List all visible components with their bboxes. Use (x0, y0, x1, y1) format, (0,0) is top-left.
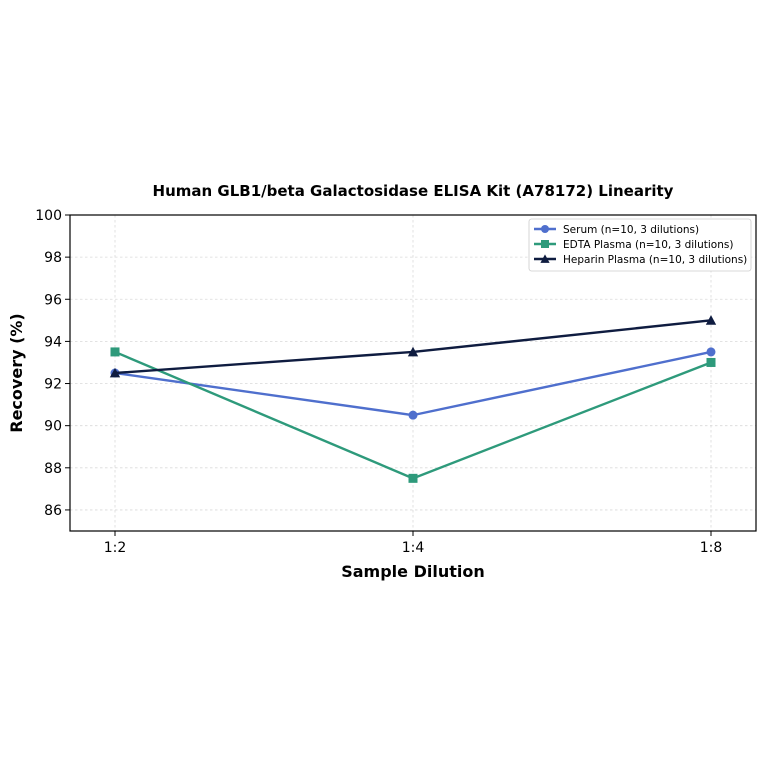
y-tick-label: 98 (44, 250, 62, 266)
chart-title: Human GLB1/beta Galactosidase ELISA Kit … (153, 182, 674, 200)
data-point (540, 254, 550, 263)
x-tick-label: 1:4 (402, 540, 425, 556)
y-tick-label: 94 (44, 334, 62, 350)
data-point (407, 346, 419, 357)
y-axis-label: Recovery (%) (7, 313, 26, 432)
data-point (110, 347, 120, 357)
legend: Serum (n=10, 3 dilutions) EDTA Plasma (n=… (528, 218, 752, 272)
data-point (541, 240, 549, 248)
x-tick-label: 1:8 (700, 540, 723, 556)
series-1 (110, 347, 716, 483)
y-tick-label: 92 (44, 377, 62, 393)
legend-label: Heparin Plasma (n=10, 3 dilutions) (563, 254, 747, 266)
y-axis: 86 88 90 92 94 96 98 100 (35, 208, 70, 519)
x-axis-label: Sample Dilution (341, 562, 485, 581)
x-axis: 1:2 1:4 1:8 (104, 531, 723, 556)
data-point (541, 225, 549, 233)
y-tick-label: 90 (44, 419, 62, 435)
data-point (408, 473, 418, 483)
series-2 (109, 315, 717, 378)
y-tick-label: 86 (44, 503, 62, 519)
data-point (109, 367, 121, 378)
data-point (408, 410, 418, 420)
y-tick-label: 100 (35, 208, 62, 224)
y-tick-label: 88 (44, 461, 62, 477)
legend-box (528, 218, 752, 272)
legend-label: EDTA Plasma (n=10, 3 dilutions) (563, 239, 733, 251)
legend-label: Serum (n=10, 3 dilutions) (563, 224, 699, 236)
legend-item: EDTA Plasma (n=10, 3 dilutions) (534, 239, 733, 251)
data-point (705, 315, 717, 325)
series-group (109, 315, 717, 483)
x-tick-label: 1:2 (104, 540, 127, 556)
data-point (706, 347, 716, 357)
data-point (706, 357, 716, 367)
legend-item: Serum (n=10, 3 dilutions) (534, 224, 699, 236)
legend-item: Heparin Plasma (n=10, 3 dilutions) (534, 254, 747, 266)
y-tick-label: 96 (44, 292, 62, 308)
